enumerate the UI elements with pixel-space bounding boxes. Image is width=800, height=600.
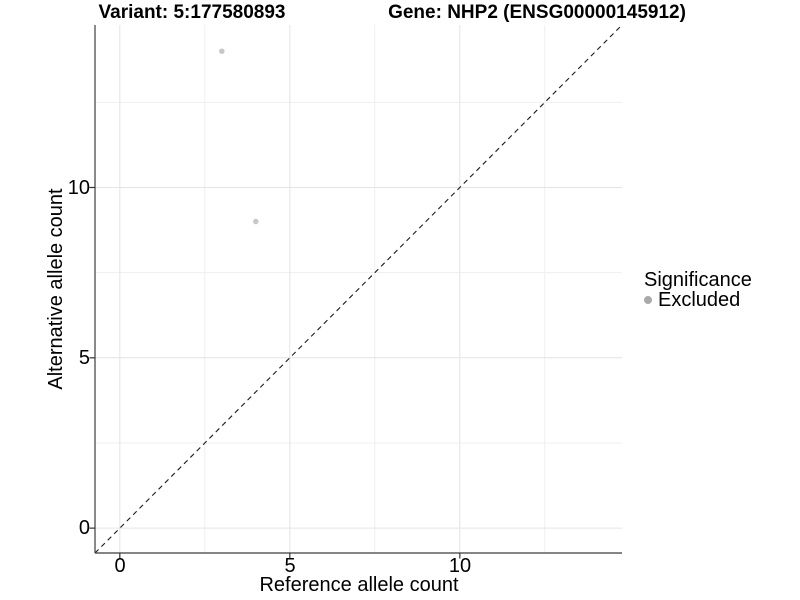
data-point [253,218,259,225]
gene-title: Gene: NHP2 (ENSG00000145912) [388,2,686,23]
y-tick-label: 0 [78,517,90,539]
x-tick-label: 0 [114,555,126,577]
y-tick-label: 10 [67,177,90,199]
y-axis-title: Alternative allele count [45,188,67,390]
excluded-marker-icon [644,296,652,304]
legend-item-excluded: Excluded [644,289,752,311]
legend: Significance Excluded [644,269,752,311]
x-axis-title: Reference allele count [259,574,459,596]
data-point [219,48,225,54]
x-tick-label: 10 [448,555,472,577]
legend-title: Significance [644,269,752,291]
variant-title: Variant: 5:177580893 [98,2,286,23]
y-tick-label: 5 [78,347,90,369]
x-tick-label: 5 [284,555,296,577]
identity-dashed-line [94,24,623,554]
legend-item-label: Excluded [658,289,741,311]
